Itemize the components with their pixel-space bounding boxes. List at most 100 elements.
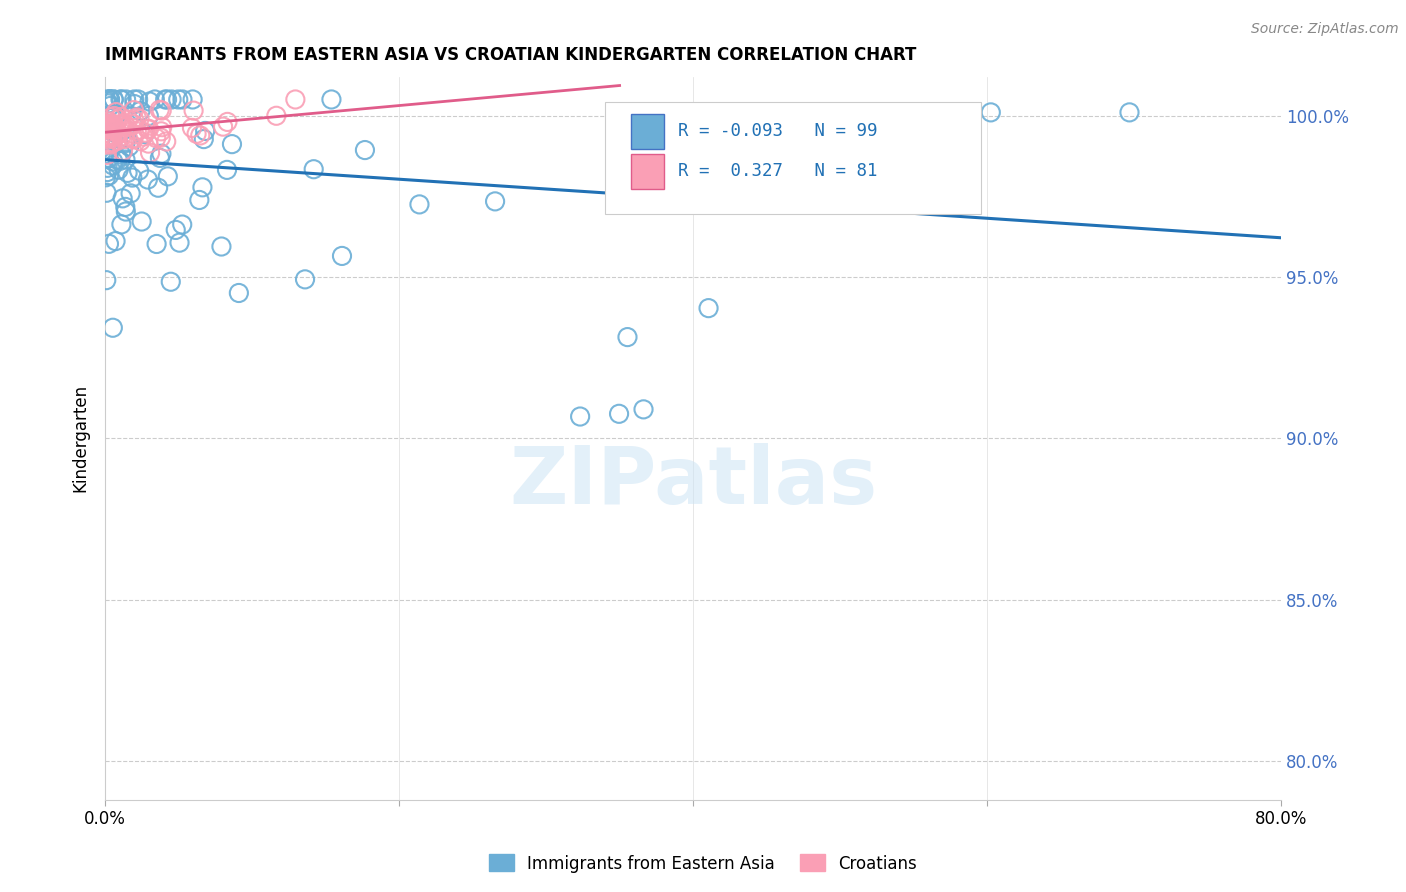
Point xyxy=(112,117,135,131)
Point xyxy=(183,103,205,118)
Point xyxy=(122,93,145,107)
Point xyxy=(107,162,129,177)
Point xyxy=(105,105,128,120)
Point xyxy=(104,120,127,135)
Point xyxy=(569,409,592,424)
Point xyxy=(149,103,172,117)
Point xyxy=(101,320,124,334)
Point xyxy=(103,93,125,107)
Point xyxy=(110,129,132,144)
Point xyxy=(153,93,176,107)
Point xyxy=(217,115,239,129)
Point xyxy=(172,218,194,232)
Point xyxy=(408,197,430,211)
Point xyxy=(107,112,129,127)
Point xyxy=(96,93,118,107)
Point xyxy=(97,169,120,183)
Point xyxy=(118,139,141,153)
Point xyxy=(100,111,122,125)
Point xyxy=(935,105,957,120)
Point xyxy=(101,117,124,131)
Point xyxy=(97,114,120,128)
Text: ZIPatlas: ZIPatlas xyxy=(509,442,877,521)
Point xyxy=(101,121,124,136)
Point xyxy=(138,136,160,151)
Point xyxy=(98,93,121,107)
Point xyxy=(150,120,173,135)
Point xyxy=(96,165,118,179)
Point xyxy=(191,180,214,194)
Point xyxy=(101,128,124,143)
Point xyxy=(186,127,208,141)
Point xyxy=(228,285,250,300)
Point xyxy=(103,123,125,137)
Point xyxy=(114,200,136,214)
Point xyxy=(633,402,655,417)
Point xyxy=(143,93,166,107)
Point xyxy=(266,109,288,123)
Point xyxy=(215,162,238,177)
Point xyxy=(125,124,148,138)
Point xyxy=(221,137,243,152)
Point xyxy=(94,129,117,144)
Point xyxy=(110,110,132,124)
Point xyxy=(188,193,211,207)
Point xyxy=(94,170,117,185)
Point xyxy=(127,93,149,107)
Point xyxy=(159,275,181,289)
Point xyxy=(167,93,190,107)
Point xyxy=(107,153,129,167)
Point xyxy=(121,170,143,185)
Point xyxy=(172,93,194,107)
Point xyxy=(97,151,120,165)
Point xyxy=(108,119,131,133)
Point xyxy=(145,237,167,252)
Point xyxy=(117,166,139,180)
Point xyxy=(139,145,162,160)
Point xyxy=(100,109,122,123)
Point xyxy=(124,97,146,112)
Point xyxy=(122,132,145,146)
Point xyxy=(110,218,132,232)
Point xyxy=(115,93,138,107)
Point xyxy=(980,105,1002,120)
Point xyxy=(131,214,153,228)
Point xyxy=(98,93,121,107)
Point xyxy=(110,93,132,107)
Point xyxy=(955,105,977,120)
Point xyxy=(96,273,118,287)
Point xyxy=(146,180,169,194)
Point xyxy=(104,123,127,137)
Point xyxy=(114,122,136,136)
Point xyxy=(149,151,172,165)
Point xyxy=(124,113,146,128)
Point xyxy=(101,136,124,150)
Point xyxy=(100,128,122,142)
Point xyxy=(103,109,125,123)
Point xyxy=(134,126,156,140)
Point xyxy=(101,108,124,122)
Point xyxy=(212,120,235,134)
Point xyxy=(110,153,132,168)
Point xyxy=(97,129,120,144)
Point xyxy=(101,118,124,132)
Point xyxy=(321,93,343,107)
Y-axis label: Kindergarten: Kindergarten xyxy=(72,384,89,492)
Point xyxy=(103,119,125,133)
Point xyxy=(96,148,118,162)
Point xyxy=(114,153,136,167)
Point xyxy=(122,131,145,145)
Point xyxy=(98,119,121,133)
Point xyxy=(105,134,128,148)
Point xyxy=(98,120,121,135)
Point xyxy=(124,128,146,142)
Point xyxy=(107,127,129,141)
Point xyxy=(110,117,132,131)
Point xyxy=(100,137,122,152)
Point xyxy=(107,134,129,148)
Point xyxy=(98,93,121,107)
Point xyxy=(100,120,122,134)
Point xyxy=(101,120,124,135)
Point xyxy=(100,136,122,150)
Point xyxy=(110,93,132,107)
